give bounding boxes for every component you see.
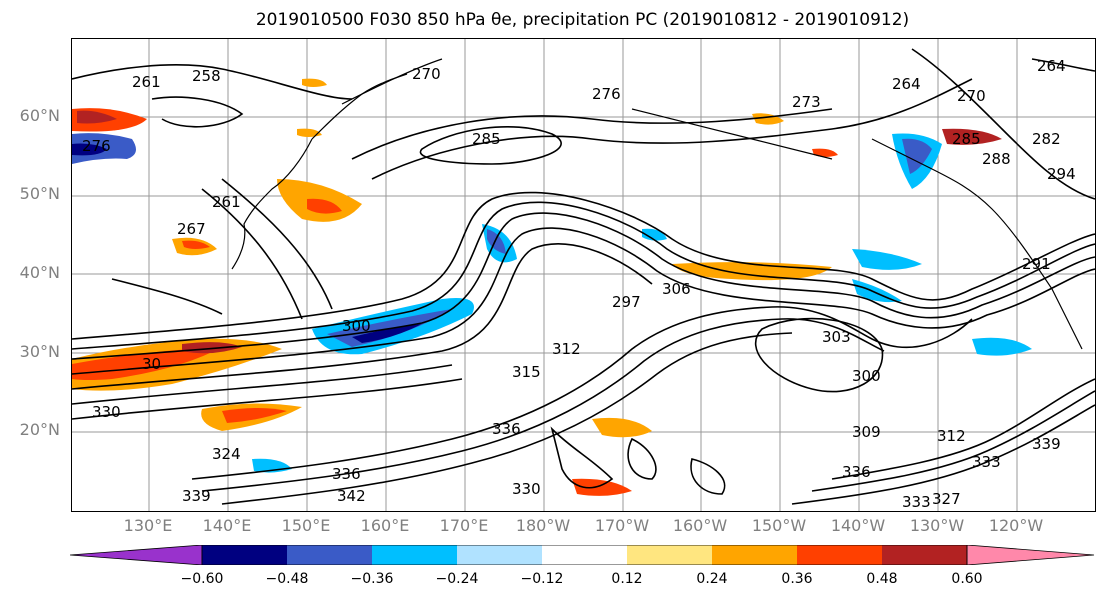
contour-label: 264 — [892, 75, 921, 93]
colorbar-extend-min — [70, 545, 203, 565]
colorbar — [70, 545, 1095, 565]
lon-label-170w: 170°W — [594, 516, 650, 535]
colorbar-tick: −0.60 — [180, 571, 224, 587]
lat-label-50n: 50°N — [19, 184, 60, 203]
contour-label: 333 — [972, 453, 1001, 471]
contour-label: 282 — [1032, 130, 1061, 148]
contour-label: 285 — [472, 130, 501, 148]
lon-label-150w: 150°W — [751, 516, 807, 535]
colorbar-segment — [712, 545, 797, 565]
contour-label: 261 — [132, 73, 161, 91]
contour-labels: 261 258 270 276 285 273 264 264 261 267 … — [82, 57, 1076, 511]
colorbar-tick: 0.48 — [866, 571, 898, 587]
lon-label-140w: 140°W — [830, 516, 886, 535]
contour-label: 288 — [982, 150, 1011, 168]
contour-label: 258 — [192, 67, 221, 85]
contour-label: 336 — [842, 463, 871, 481]
lon-label-160w: 160°W — [672, 516, 728, 535]
contour-label: 309 — [852, 423, 881, 441]
coastlines — [231, 58, 1083, 350]
contour-label: 273 — [792, 93, 821, 111]
colorbar-segment — [627, 545, 712, 565]
contour-label: 312 — [937, 427, 966, 445]
lon-label-170e: 170°E — [439, 516, 489, 535]
colorbar-tick: −0.12 — [520, 571, 564, 587]
contour-label: 342 — [337, 487, 366, 505]
lon-label-150e: 150°E — [281, 516, 331, 535]
colorbar-segment — [372, 545, 457, 565]
contour-label: 270 — [412, 65, 441, 83]
colorbar-tick: 0.12 — [611, 571, 643, 587]
contour-label: 306 — [662, 280, 691, 298]
lon-label-160e: 160°E — [360, 516, 410, 535]
contour-label: 312 — [552, 340, 581, 358]
contour-label: 276 — [82, 137, 111, 155]
contour-label: 300 — [342, 317, 371, 335]
map-svg: 261 258 270 276 285 273 264 264 261 267 … — [72, 39, 1095, 511]
lon-label-130e: 130°E — [123, 516, 173, 535]
colorbar-segment — [882, 545, 967, 565]
contour-label: 261 — [212, 193, 241, 211]
contour-label: 264 — [1037, 57, 1066, 75]
lon-label-180w: 180°W — [515, 516, 571, 535]
contour-label: 336 — [332, 465, 361, 483]
lat-label-20n: 20°N — [19, 420, 60, 439]
contour-label: 30 — [142, 355, 161, 373]
lon-label-130w: 130°W — [909, 516, 965, 535]
colorbar-tick: −0.36 — [350, 571, 394, 587]
contour-label: 333 — [902, 493, 931, 511]
contour-label: 339 — [1032, 435, 1061, 453]
contour-label: 276 — [592, 85, 621, 103]
contour-label: 291 — [1022, 255, 1051, 273]
contour-label: 330 — [512, 480, 541, 498]
lon-label-140e: 140°E — [202, 516, 252, 535]
colorbar-segment — [797, 545, 882, 565]
contour-label: 270 — [957, 87, 986, 105]
contour-label: 294 — [1047, 165, 1076, 183]
contour-label: 300 — [852, 367, 881, 385]
contour-label: 336 — [492, 420, 521, 438]
colorbar-segment — [202, 545, 287, 565]
contour-label: 267 — [177, 220, 206, 238]
colorbar-extend-max — [966, 545, 1095, 565]
contour-label: 339 — [182, 487, 211, 505]
colorbar-tick: 0.36 — [781, 571, 813, 587]
contour-label: 330 — [92, 403, 121, 421]
colorbar-segment — [542, 545, 627, 565]
lat-label-60n: 60°N — [19, 106, 60, 125]
lon-label-120w: 120°W — [988, 516, 1044, 535]
colorbar-segment — [457, 545, 542, 565]
map-title: 2019010500 F030 850 hPa θe, precipitatio… — [255, 10, 910, 30]
colorbar-tick: 0.60 — [951, 571, 983, 587]
contour-label: 327 — [932, 490, 961, 508]
contour-label: 315 — [512, 363, 541, 381]
colorbar-tick: 0.24 — [696, 571, 728, 587]
colorbar-tick: −0.24 — [435, 571, 479, 587]
lat-label-40n: 40°N — [19, 263, 60, 282]
colorbar-segment — [287, 545, 372, 565]
contour-label: 285 — [952, 130, 981, 148]
colorbar-outline — [201, 545, 968, 565]
contour-label: 303 — [822, 328, 851, 346]
map-panel: 261 258 270 276 285 273 264 264 261 267 … — [71, 38, 1096, 512]
colorbar-tick: −0.48 — [265, 571, 309, 587]
lat-label-30n: 30°N — [19, 342, 60, 361]
contour-label: 297 — [612, 293, 641, 311]
theta-e-contours — [72, 48, 1095, 505]
contour-label: 324 — [212, 445, 241, 463]
